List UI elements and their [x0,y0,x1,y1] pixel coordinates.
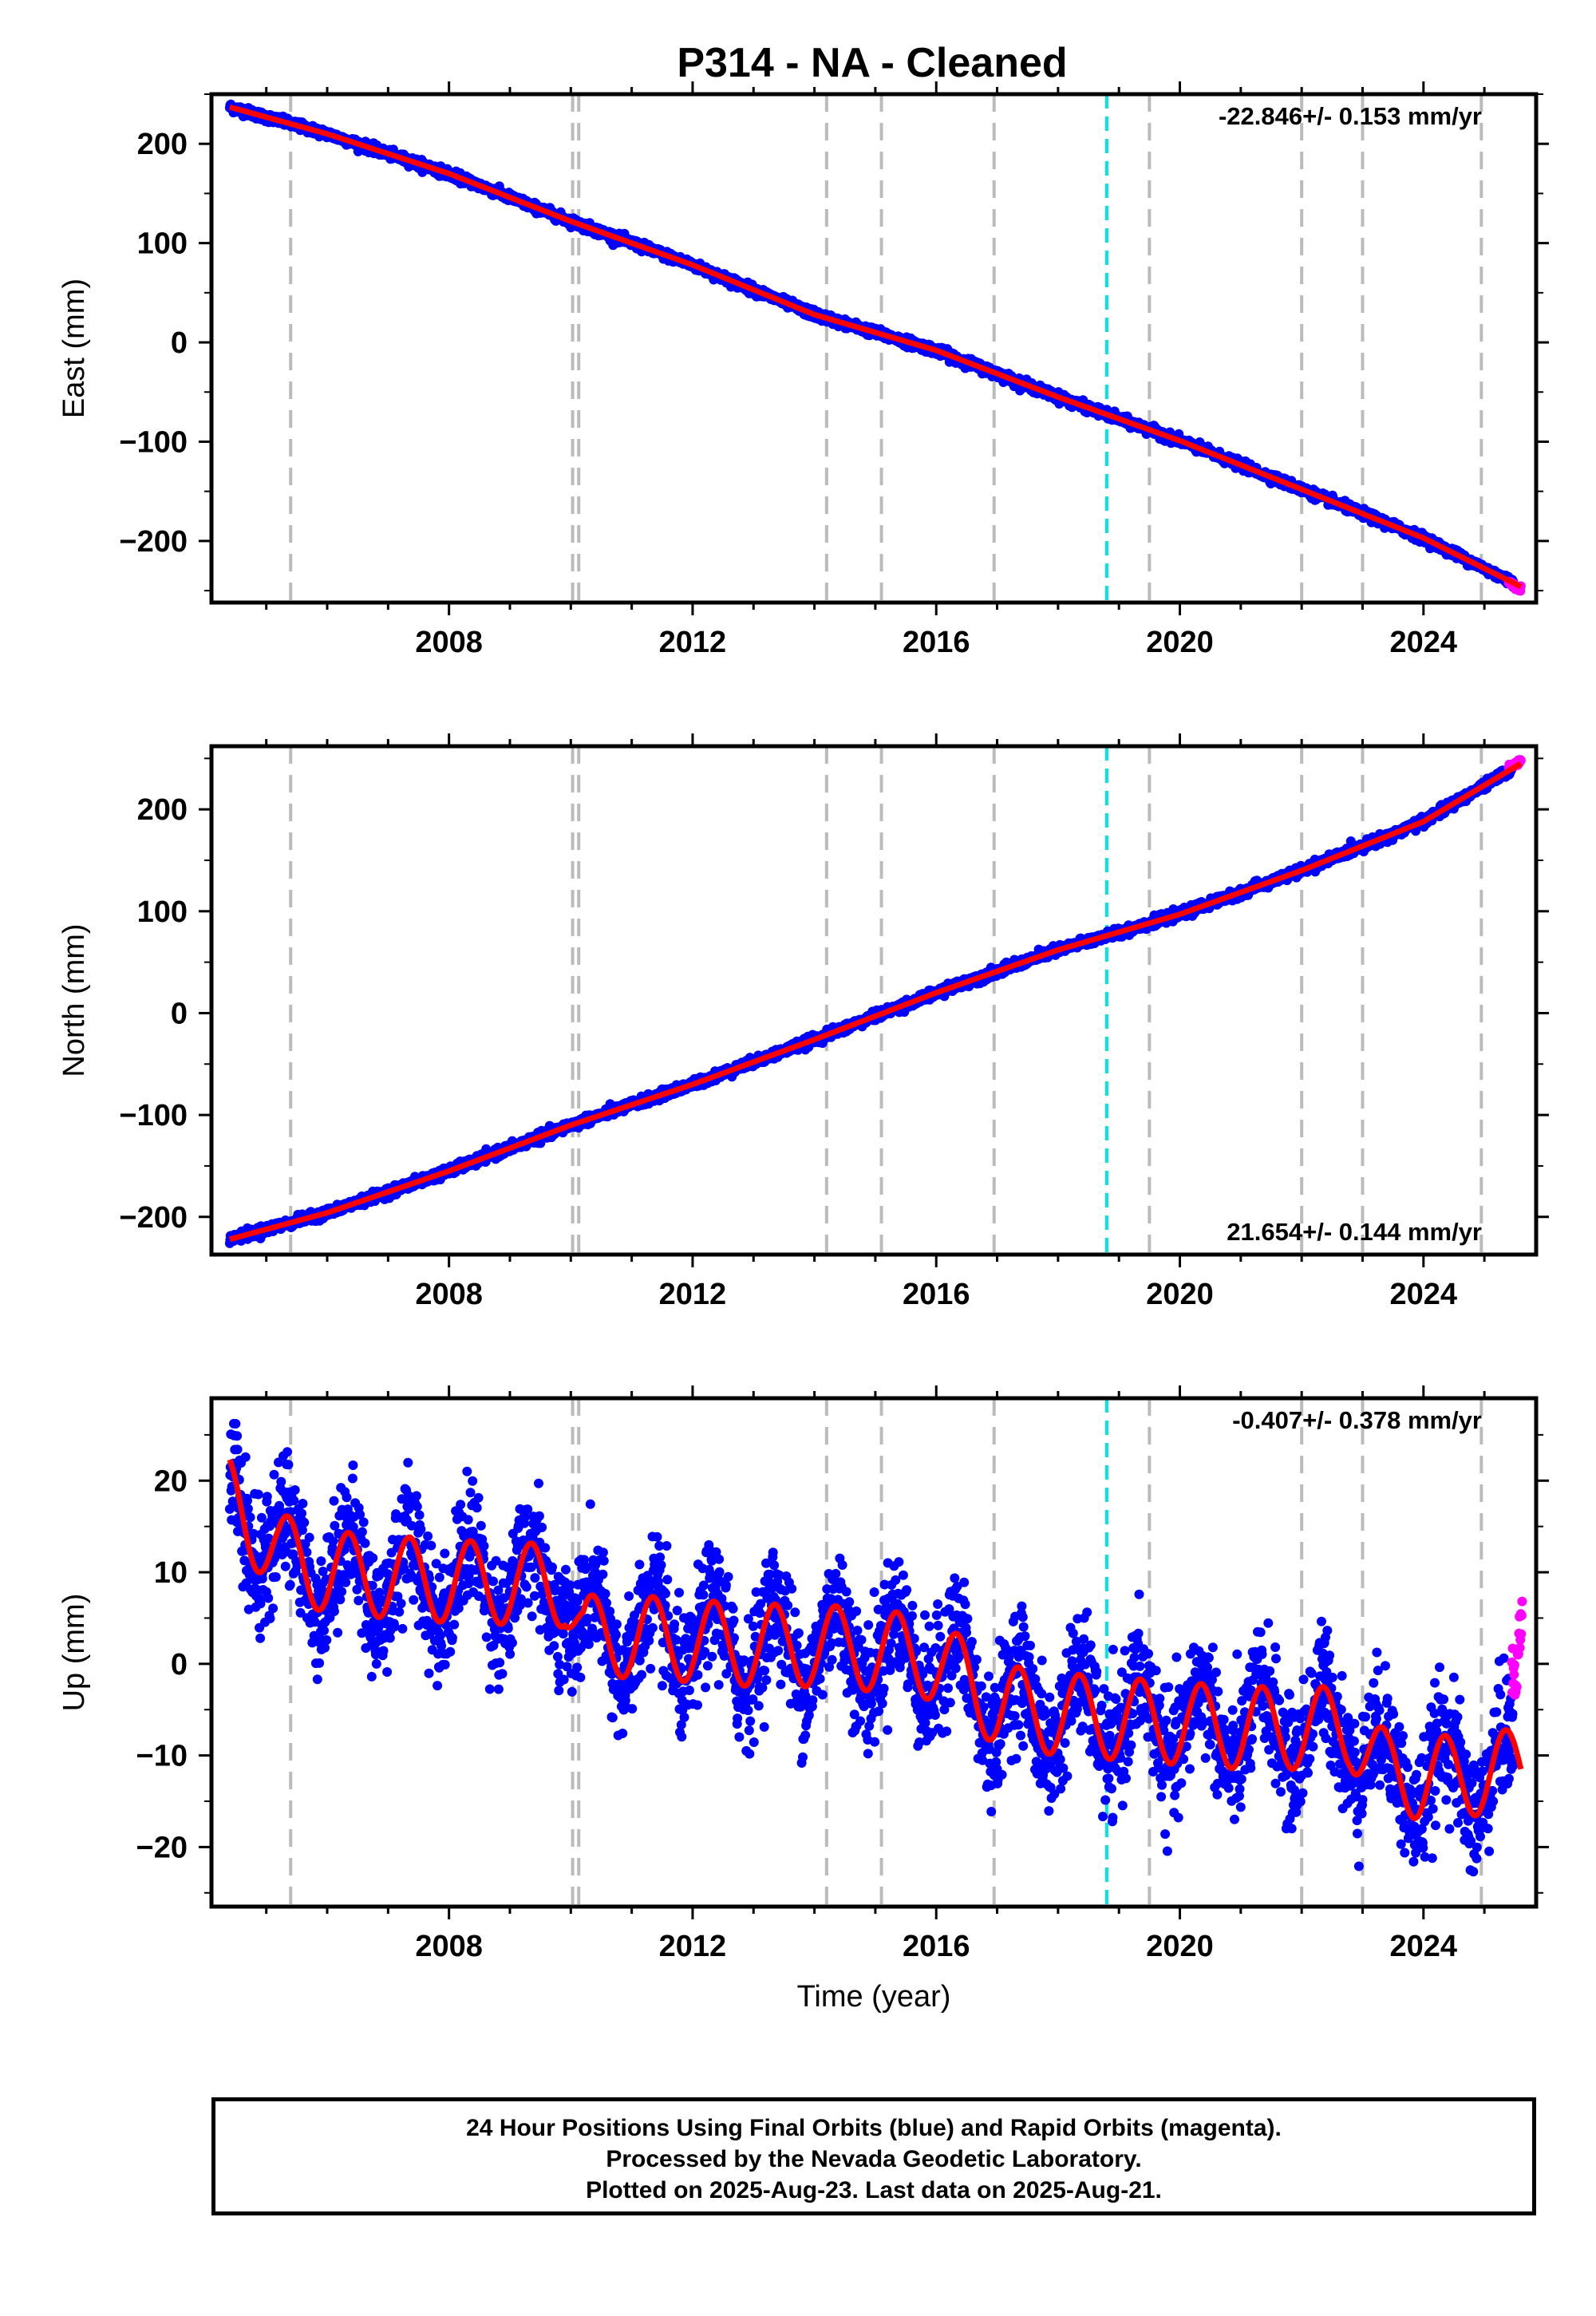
x-tick-label: 2008 [415,626,483,659]
x-tick-label: 2016 [903,626,970,659]
y-tick-label: 200 [137,128,188,161]
panel-east: 2008 2012 2016 2020 2024 −200 −100 0 100 200 East … [57,81,1549,659]
chart-title: P314 - NA - Cleaned [677,40,1067,86]
x-tick-label: 2020 [1146,626,1214,659]
y-tick-label: −200 [119,525,188,559]
y-axis-label: East (mm) [57,279,91,418]
panel-north: 2008 2012 2016 2020 2024−200−1000100200North… [57,733,1549,1311]
y-tick-label: 100 [137,227,188,261]
x-tick-label: 2024 [1390,626,1458,659]
final-orbit-points [224,99,1519,592]
y-tick-label: 0 [171,326,188,360]
plot-area [224,746,1526,1255]
final-orbit-points [224,761,1519,1248]
panel-frame [209,92,1539,605]
model-fit-line [227,104,1523,590]
rate-label: -22.846+/- 0.153 mm/yr [1219,102,1482,130]
y-tick-label: −100 [119,425,188,459]
x-tick-label: 2012 [659,626,727,659]
plot-area [224,94,1526,603]
